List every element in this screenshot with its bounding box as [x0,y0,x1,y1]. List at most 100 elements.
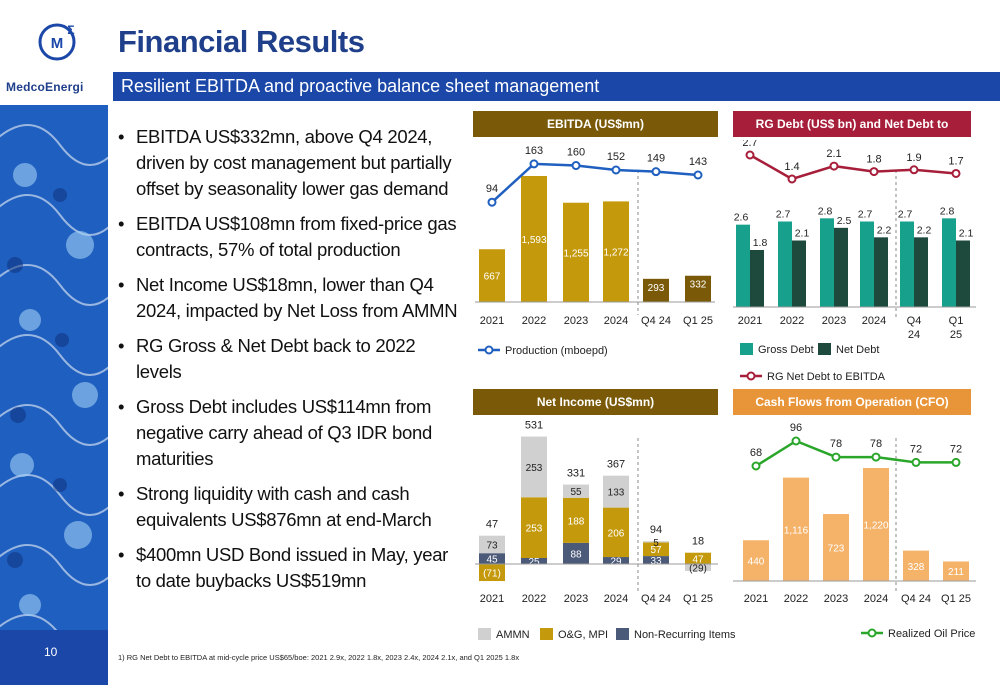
net-debt-bar [834,227,848,307]
bar-value-label: 1,255 [563,248,588,259]
bar-value-label: 2.8 [818,205,833,217]
non-recurring-bar [603,557,629,564]
debt-chart: 2.6 1.8 2.7 2.1 2.8 2.5 2.7 2.2 2.7 2.2 2.8 2.1 2.7 1… [733,140,976,383]
svg-text:M: M [51,35,64,52]
ratio-point [787,174,797,184]
debt-chart-header: RG Debt (US$ bn) and Net Debt to EBITDA1 [733,111,971,159]
og-mpi-bar [521,497,547,558]
segment-value-label: 25 [528,557,540,568]
line-value-label: 96 [790,422,802,434]
legend-label: Production (mboepd) [505,345,608,357]
debt-chart-title: RG Debt (US$ bn) and Net Debt to EBITDA [755,117,949,159]
line-value-label: 2.7 [742,140,757,149]
legend-marker-icon [484,345,494,355]
x-tick-label: 24 [908,329,920,341]
segment-value-label: 47 [692,554,704,565]
line-value-label: 72 [950,443,962,455]
ammn-bar [685,564,711,571]
x-tick-label: 2022 [522,315,546,327]
ratio-point [745,150,755,160]
total-value-label: 18 [692,536,704,548]
debt-chart-superscript: 1 [872,146,877,153]
production-point [571,161,581,171]
x-tick-label: 2023 [564,315,588,327]
gross-debt-bar [900,221,914,307]
line-value-label: 143 [689,156,707,168]
ratio-point [829,161,839,171]
net-debt-ebitda-line [749,153,957,181]
page-title: Financial Results [118,24,365,59]
ammn-bar [603,475,629,508]
total-value-label: 47 [486,519,498,531]
oil-price-point [911,457,921,467]
line-value-label: 72 [910,443,922,455]
bullet-list: EBITDA US$332mn, above Q4 2024, driven b… [118,124,458,603]
legend-swatch [740,343,753,355]
production-point [693,170,703,180]
production-point [651,167,661,177]
logo-text: MedcoEnergi [6,80,84,94]
net-income-chart-title: Net Income (US$mn) [473,389,718,415]
x-tick-label: Q1 25 [941,593,971,605]
bar-value-label: 293 [648,283,665,294]
segment-value-label: 253 [526,463,543,474]
line-value-label: 78 [830,438,842,450]
bar-value-label: 2.6 [734,212,749,224]
gross-debt-bar [778,221,792,307]
x-tick-label: 2024 [864,593,888,605]
ammn-bar [563,484,589,498]
line-value-label: 152 [607,151,625,163]
x-tick-label: 2023 [824,593,848,605]
bullet-item: EBITDA US$108mn from fixed-price gas con… [118,211,458,263]
x-tick-label: 2022 [780,315,804,327]
ammn-bar [479,535,505,554]
x-tick-label: Q1 25 [683,315,713,327]
ebitda-bar [643,278,669,302]
bar-value-label: 2.8 [940,205,955,217]
segment-value-label: 188 [568,516,585,527]
non-recurring-bar [521,558,547,564]
legend-marker-icon [746,371,756,381]
bar-value-label: 2.7 [858,209,873,221]
x-tick-label: Q4 24 [641,315,671,327]
og-mpi-bar [479,564,505,582]
legend-swatch [818,343,831,355]
net-debt-bar [914,237,928,307]
legend-marker-icon [867,628,877,638]
line-value-label: 94 [486,183,498,195]
medco-logo-icon: M Σ [38,23,76,61]
bar-value-label: 1.8 [753,237,768,249]
bar-value-label: 2.7 [776,209,791,221]
ratio-point [869,167,879,177]
segment-value-label: 45 [486,555,498,566]
oil-price-point [791,436,801,446]
segment-value-label: 206 [608,528,625,539]
non-recurring-bar [643,556,669,564]
legend-label: RG Net Debt to EBITDA [767,371,886,383]
bullet-item: Strong liquidity with cash and cash equi… [118,481,458,533]
x-tick-label: 25 [950,329,962,341]
oil-price-point [951,457,961,467]
bar-value-label: 2.7 [898,209,913,221]
gross-debt-bar [942,218,956,307]
oil-price-point [831,452,841,462]
bar-value-label: 723 [828,544,845,555]
segment-value-label: 5 [653,538,659,549]
production-line [491,162,699,204]
segment-value-label: 55 [570,487,582,498]
bar-value-label: 1,116 [784,525,809,536]
segment-value-label: 88 [570,549,582,560]
total-value-label: 94 [650,524,662,536]
subtitle: Resilient EBITDA and proactive balance s… [121,76,600,96]
line-value-label: 78 [870,438,882,450]
legend-label: Net Debt [836,344,879,356]
bar-value-label: 332 [690,280,707,291]
production-point [487,197,497,207]
line-value-label: 1.4 [784,161,799,173]
cfo-bar [823,514,849,581]
line-value-label: 160 [567,147,585,159]
bullet-item: $400mn USD Bond issued in May, year to d… [118,542,458,594]
gross-debt-bar [820,218,834,307]
bar-value-label: 2.2 [877,224,892,236]
bar-value-label: 211 [948,567,964,578]
